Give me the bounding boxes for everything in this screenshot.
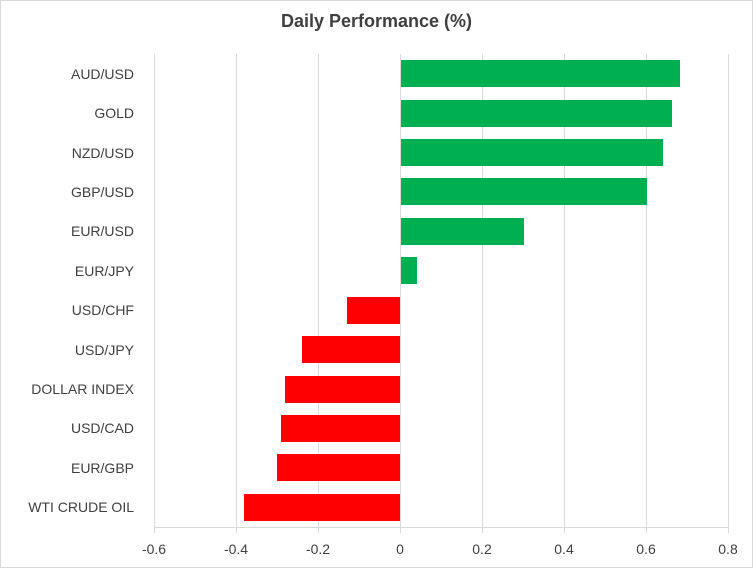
x-tick-label: -0.6 [141,541,167,557]
category-label: GBP/USD [70,184,134,200]
bar-nzd-usd [401,139,663,166]
bar-usd-cad [281,415,400,442]
gridline [482,54,483,527]
category-label: USD/JPY [74,342,134,358]
category-label: EUR/JPY [74,263,134,279]
x-axis-tick [318,527,319,533]
category-label: WTI CRUDE OIL [28,499,134,515]
category-label: USD/CAD [70,420,134,436]
bar-eur-jpy [401,257,417,284]
bar-gold [401,100,672,127]
x-axis-tick [646,527,647,533]
x-tick-label: -0.2 [305,541,331,557]
gridline [318,54,319,527]
category-label: AUD/USD [70,66,134,82]
bar-usd-chf [347,297,400,324]
x-axis-tick [482,527,483,533]
bar-gbp-usd [401,178,647,205]
bar-eur-usd [401,218,524,245]
bar-eur-gbp [277,454,400,481]
bar-aud-usd [401,60,680,87]
category-label: EUR/USD [70,223,134,239]
gridline [728,54,729,527]
x-axis-line [154,527,728,528]
category-label: EUR/GBP [70,460,134,476]
x-axis-tick [236,527,237,533]
category-label: DOLLAR INDEX [31,381,134,397]
gridline [236,54,237,527]
category-label: USD/CHF [71,302,134,318]
gridline [564,54,565,527]
gridline [154,54,155,527]
gridline [400,54,401,527]
chart-title: Daily Performance (%) [280,11,473,31]
bar-usd-jpy [302,336,400,363]
category-label: NZD/USD [71,145,134,161]
x-axis-tick [564,527,565,533]
gridline [646,54,647,527]
x-tick-label: 0.8 [718,541,738,557]
bar-wti-crude-oil [244,494,400,521]
category-label: GOLD [94,105,134,121]
x-tick-label: 0.4 [554,541,574,557]
x-tick-label: 0.2 [472,541,492,557]
x-axis-tick [154,527,155,533]
x-axis-tick [728,527,729,533]
x-tick-label: 0 [396,541,404,557]
x-tick-label: 0.6 [636,541,656,557]
x-axis-tick [400,527,401,533]
bar-dollar-index [285,376,400,403]
x-tick-label: -0.4 [223,541,249,557]
